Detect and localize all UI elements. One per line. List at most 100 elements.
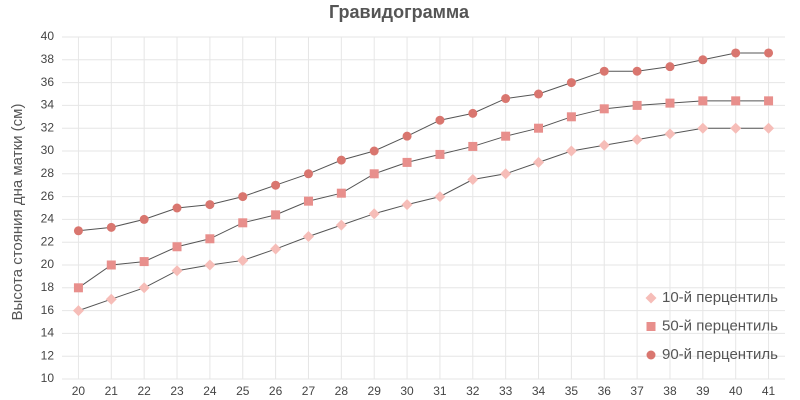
data-point [402, 157, 412, 167]
y-tick-label: 34 [41, 98, 55, 112]
data-point [501, 131, 511, 141]
series-line [78, 52, 769, 232]
data-point [303, 196, 313, 206]
data-point [271, 210, 281, 220]
legend-label: 10-й перцентиль [662, 289, 778, 306]
y-tick-label: 22 [41, 234, 55, 248]
data-point [764, 96, 774, 106]
data-point [534, 123, 544, 133]
data-point [435, 115, 445, 125]
data-point [106, 260, 116, 270]
data-point [566, 78, 576, 88]
x-tick-label: 24 [203, 384, 217, 398]
data-point [271, 180, 281, 190]
data-point [105, 293, 117, 305]
data-point [435, 149, 445, 159]
x-tick-label: 36 [598, 384, 612, 398]
data-point [697, 122, 709, 134]
y-tick-label: 16 [41, 303, 55, 317]
x-tick-label: 37 [630, 384, 644, 398]
x-tick-label: 30 [400, 384, 414, 398]
x-tick-label: 26 [269, 384, 283, 398]
data-point [237, 254, 249, 266]
data-point [631, 134, 643, 146]
data-point [204, 259, 216, 271]
data-point [731, 96, 741, 106]
y-tick-label: 14 [41, 326, 55, 340]
data-point [73, 283, 83, 293]
x-tick-label: 22 [137, 384, 151, 398]
x-tick-label: 27 [302, 384, 316, 398]
data-point [764, 48, 774, 58]
data-point [730, 122, 742, 134]
data-point [534, 89, 544, 99]
x-tick-label: 34 [532, 384, 546, 398]
data-point [664, 128, 676, 140]
legend-label: 50-й перцентиль [662, 317, 778, 334]
data-point [665, 98, 675, 108]
y-tick-label: 28 [41, 166, 55, 180]
data-point [238, 218, 248, 228]
y-tick-label: 30 [41, 143, 55, 157]
data-point [632, 66, 642, 76]
legend-marker [646, 322, 656, 331]
x-tick-label: 23 [170, 384, 184, 398]
legend-label: 90-й перцентиль [662, 346, 778, 363]
x-tick-label: 35 [565, 384, 579, 398]
data-point [303, 169, 313, 179]
data-point [731, 48, 741, 58]
data-point [139, 214, 149, 224]
y-tick-label: 24 [41, 212, 55, 226]
data-point [566, 112, 576, 122]
data-point [402, 131, 412, 141]
data-point [172, 203, 182, 213]
y-tick-label: 26 [41, 189, 55, 203]
data-point [599, 66, 609, 76]
x-tick-label: 28 [335, 384, 349, 398]
x-tick-label: 41 [762, 384, 776, 398]
data-point [501, 94, 511, 104]
data-point [467, 174, 479, 185]
data-point [138, 282, 150, 294]
data-point [434, 191, 446, 203]
x-tick-label: 39 [696, 384, 710, 398]
data-point [369, 169, 379, 179]
series-line [78, 100, 769, 289]
data-point [533, 156, 545, 168]
y-tick-label: 36 [41, 75, 55, 89]
series-line [78, 127, 769, 312]
x-tick-label: 32 [466, 384, 480, 398]
y-tick-label: 32 [41, 120, 55, 134]
data-point [698, 96, 708, 106]
x-tick-label: 38 [663, 384, 677, 398]
data-point [698, 55, 708, 65]
y-tick-label: 20 [41, 257, 55, 271]
data-point [73, 226, 83, 236]
chart-title: Гравидограмма [329, 2, 470, 22]
data-point [336, 155, 346, 165]
data-point [336, 188, 346, 198]
data-point [599, 104, 609, 114]
data-point [171, 265, 183, 277]
data-point [468, 108, 478, 118]
data-point [238, 192, 248, 202]
data-point [302, 231, 314, 242]
data-point [172, 242, 182, 252]
x-tick-label: 21 [105, 384, 119, 398]
y-tick-label: 40 [41, 29, 55, 43]
data-point [72, 305, 84, 317]
data-point [270, 243, 282, 255]
x-tick-label: 40 [729, 384, 743, 398]
x-tick-label: 25 [236, 384, 250, 398]
y-tick-label: 38 [41, 52, 55, 66]
data-point [139, 257, 149, 267]
data-point [565, 145, 577, 157]
data-point [500, 168, 512, 180]
data-point [205, 200, 215, 210]
y-axis-label: Высота стояния дна матки (см) [9, 104, 26, 321]
data-point [468, 141, 478, 151]
legend-marker [646, 350, 656, 360]
data-point [763, 122, 775, 134]
y-tick-label: 12 [41, 348, 55, 362]
